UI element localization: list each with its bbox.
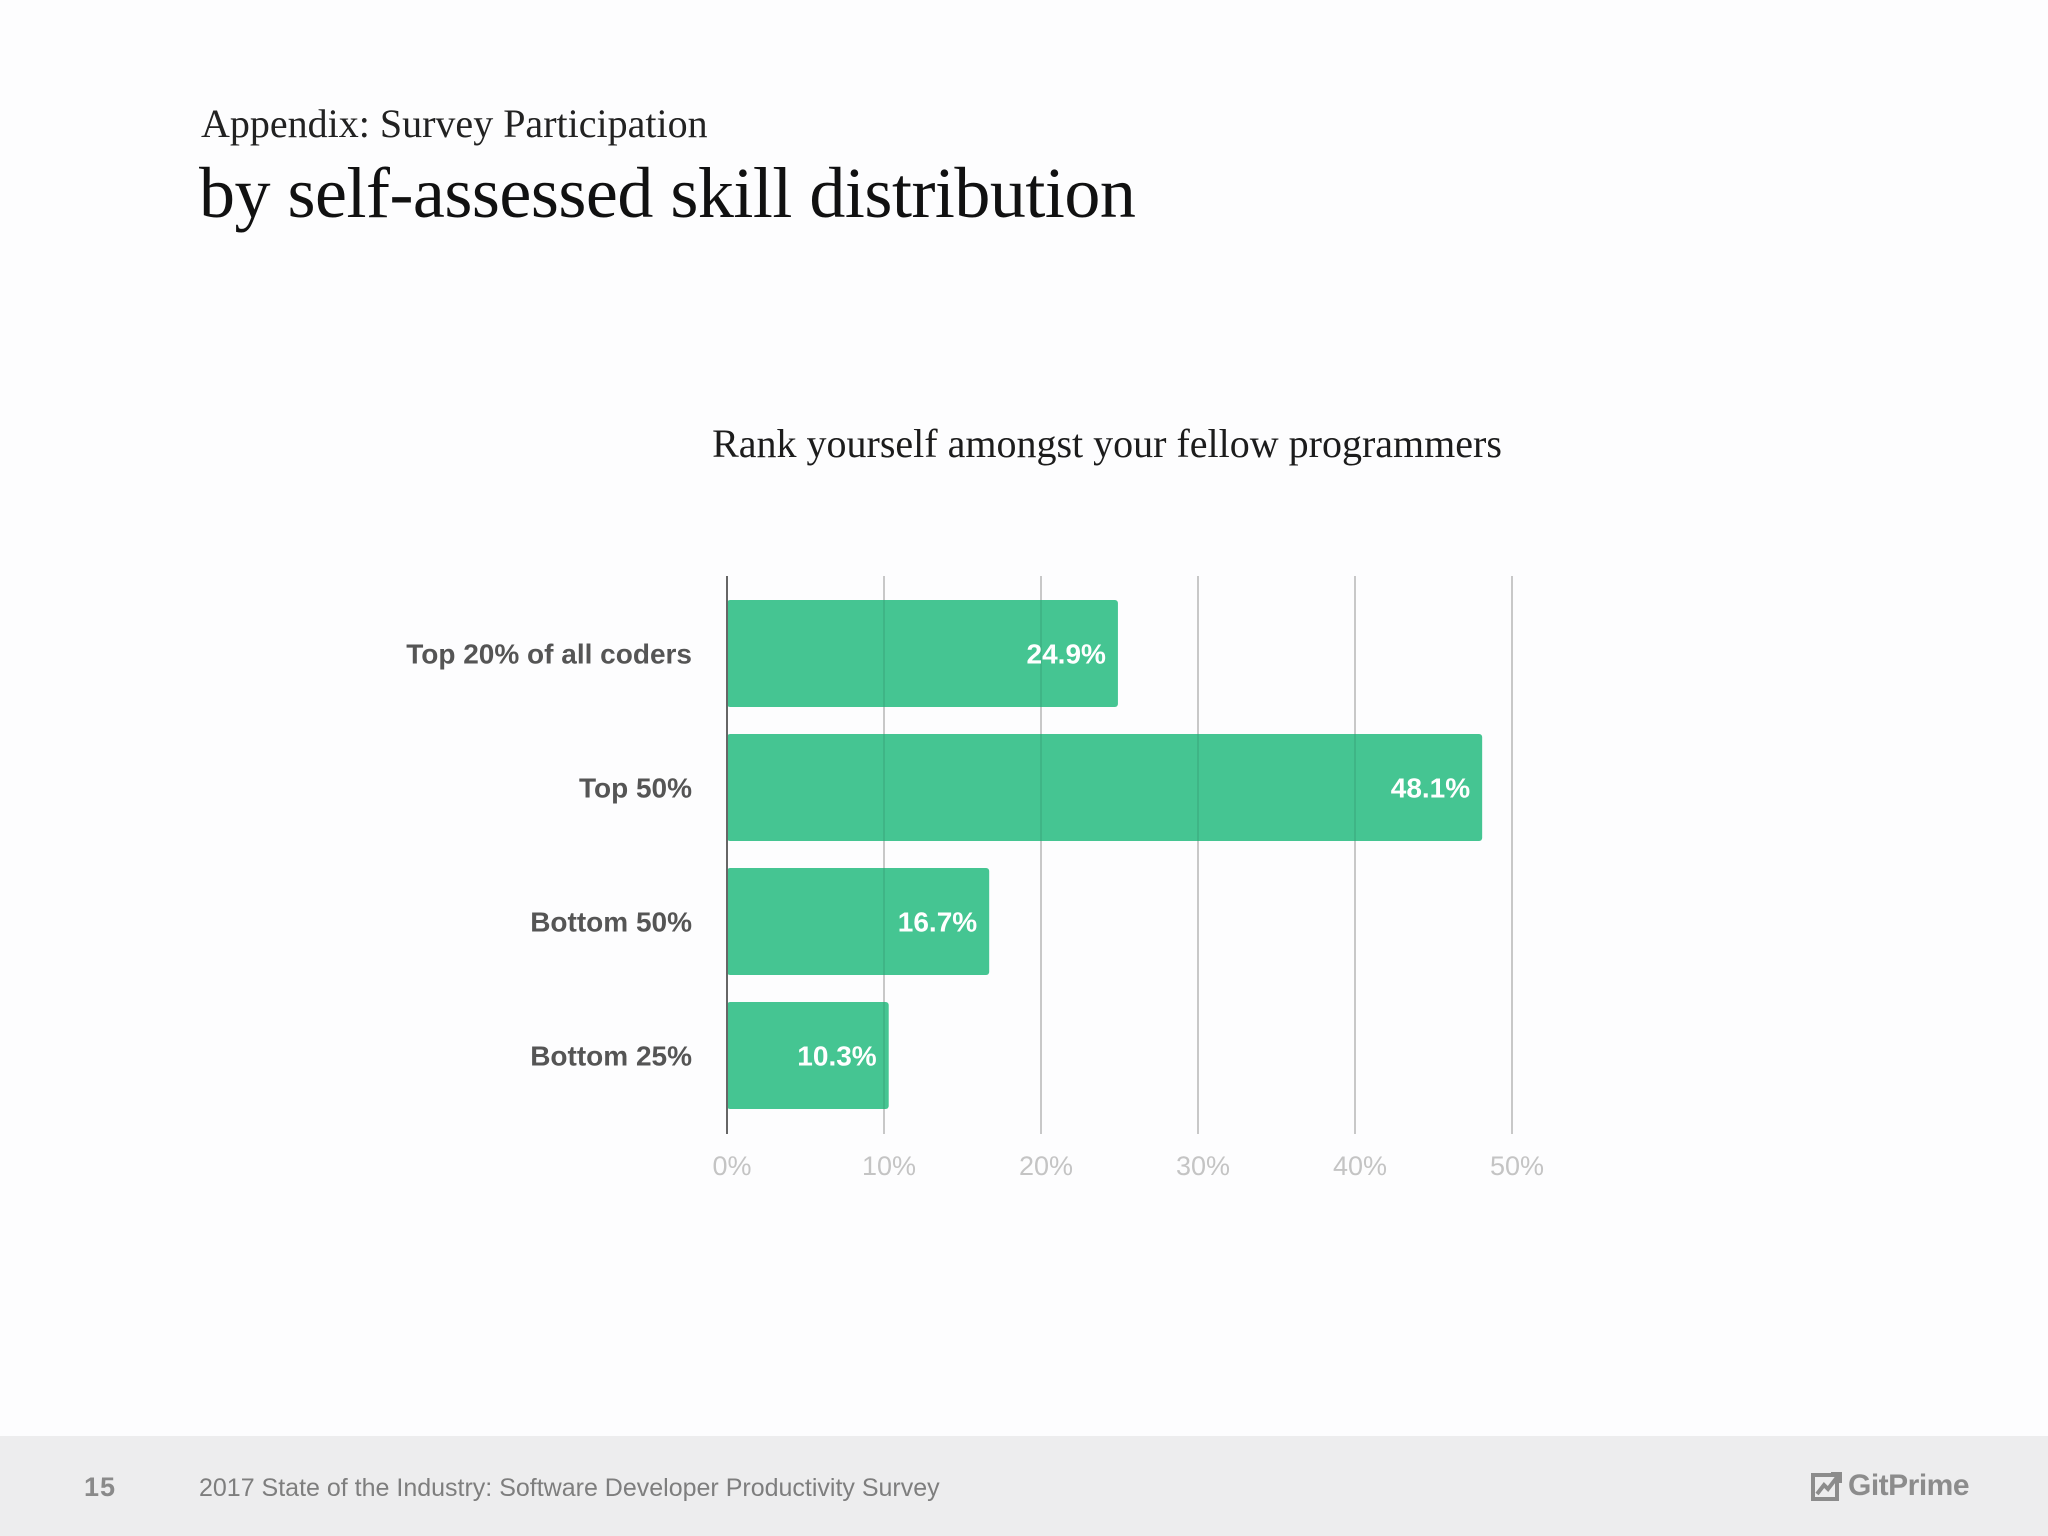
gitprime-logo-icon — [1811, 1472, 1842, 1501]
data-label: 48.1% — [1391, 773, 1470, 804]
x-tick-label: 10% — [862, 1151, 916, 1181]
slide-title: by self-assessed skill distribution — [199, 153, 1136, 233]
x-tick-label: 0% — [712, 1151, 751, 1181]
data-label: 10.3% — [797, 1041, 876, 1072]
category-label: Bottom 50% — [530, 907, 692, 938]
category-label: Top 50% — [579, 773, 692, 804]
x-tick-label: 20% — [1019, 1151, 1073, 1181]
page-number: 15 — [84, 1472, 117, 1502]
slide-supertitle: Appendix: Survey Participation — [201, 101, 708, 146]
brand-logo: GitPrime — [1810, 1466, 1970, 1506]
brand-name: GitPrime — [1848, 1469, 1970, 1502]
labels: Top 20% of all coders Top 50% Bottom 50% Bo… — [406, 639, 1544, 1182]
chart-title: Rank yourself amongst your fellow progra… — [712, 421, 1502, 466]
category-label: Bottom 25% — [530, 1041, 692, 1072]
category-label: Top 20% of all coders — [406, 639, 692, 670]
bar — [727, 868, 990, 975]
data-label: 24.9% — [1027, 639, 1106, 670]
data-label: 16.7% — [898, 907, 977, 938]
footer-text: 2017 State of the Industry: Software Dev… — [199, 1474, 940, 1502]
footer — [0, 1436, 2048, 1536]
bar — [727, 1002, 889, 1109]
bars — [726, 576, 1513, 1134]
bar — [727, 600, 1118, 707]
x-tick-label: 30% — [1176, 1151, 1230, 1181]
bar — [727, 734, 1483, 841]
x-tick-label: 40% — [1333, 1151, 1387, 1181]
x-tick-label: 50% — [1490, 1151, 1544, 1181]
bar-chart: Top 20% of all coders Top 50% Bottom 50% Bo… — [406, 576, 1544, 1182]
